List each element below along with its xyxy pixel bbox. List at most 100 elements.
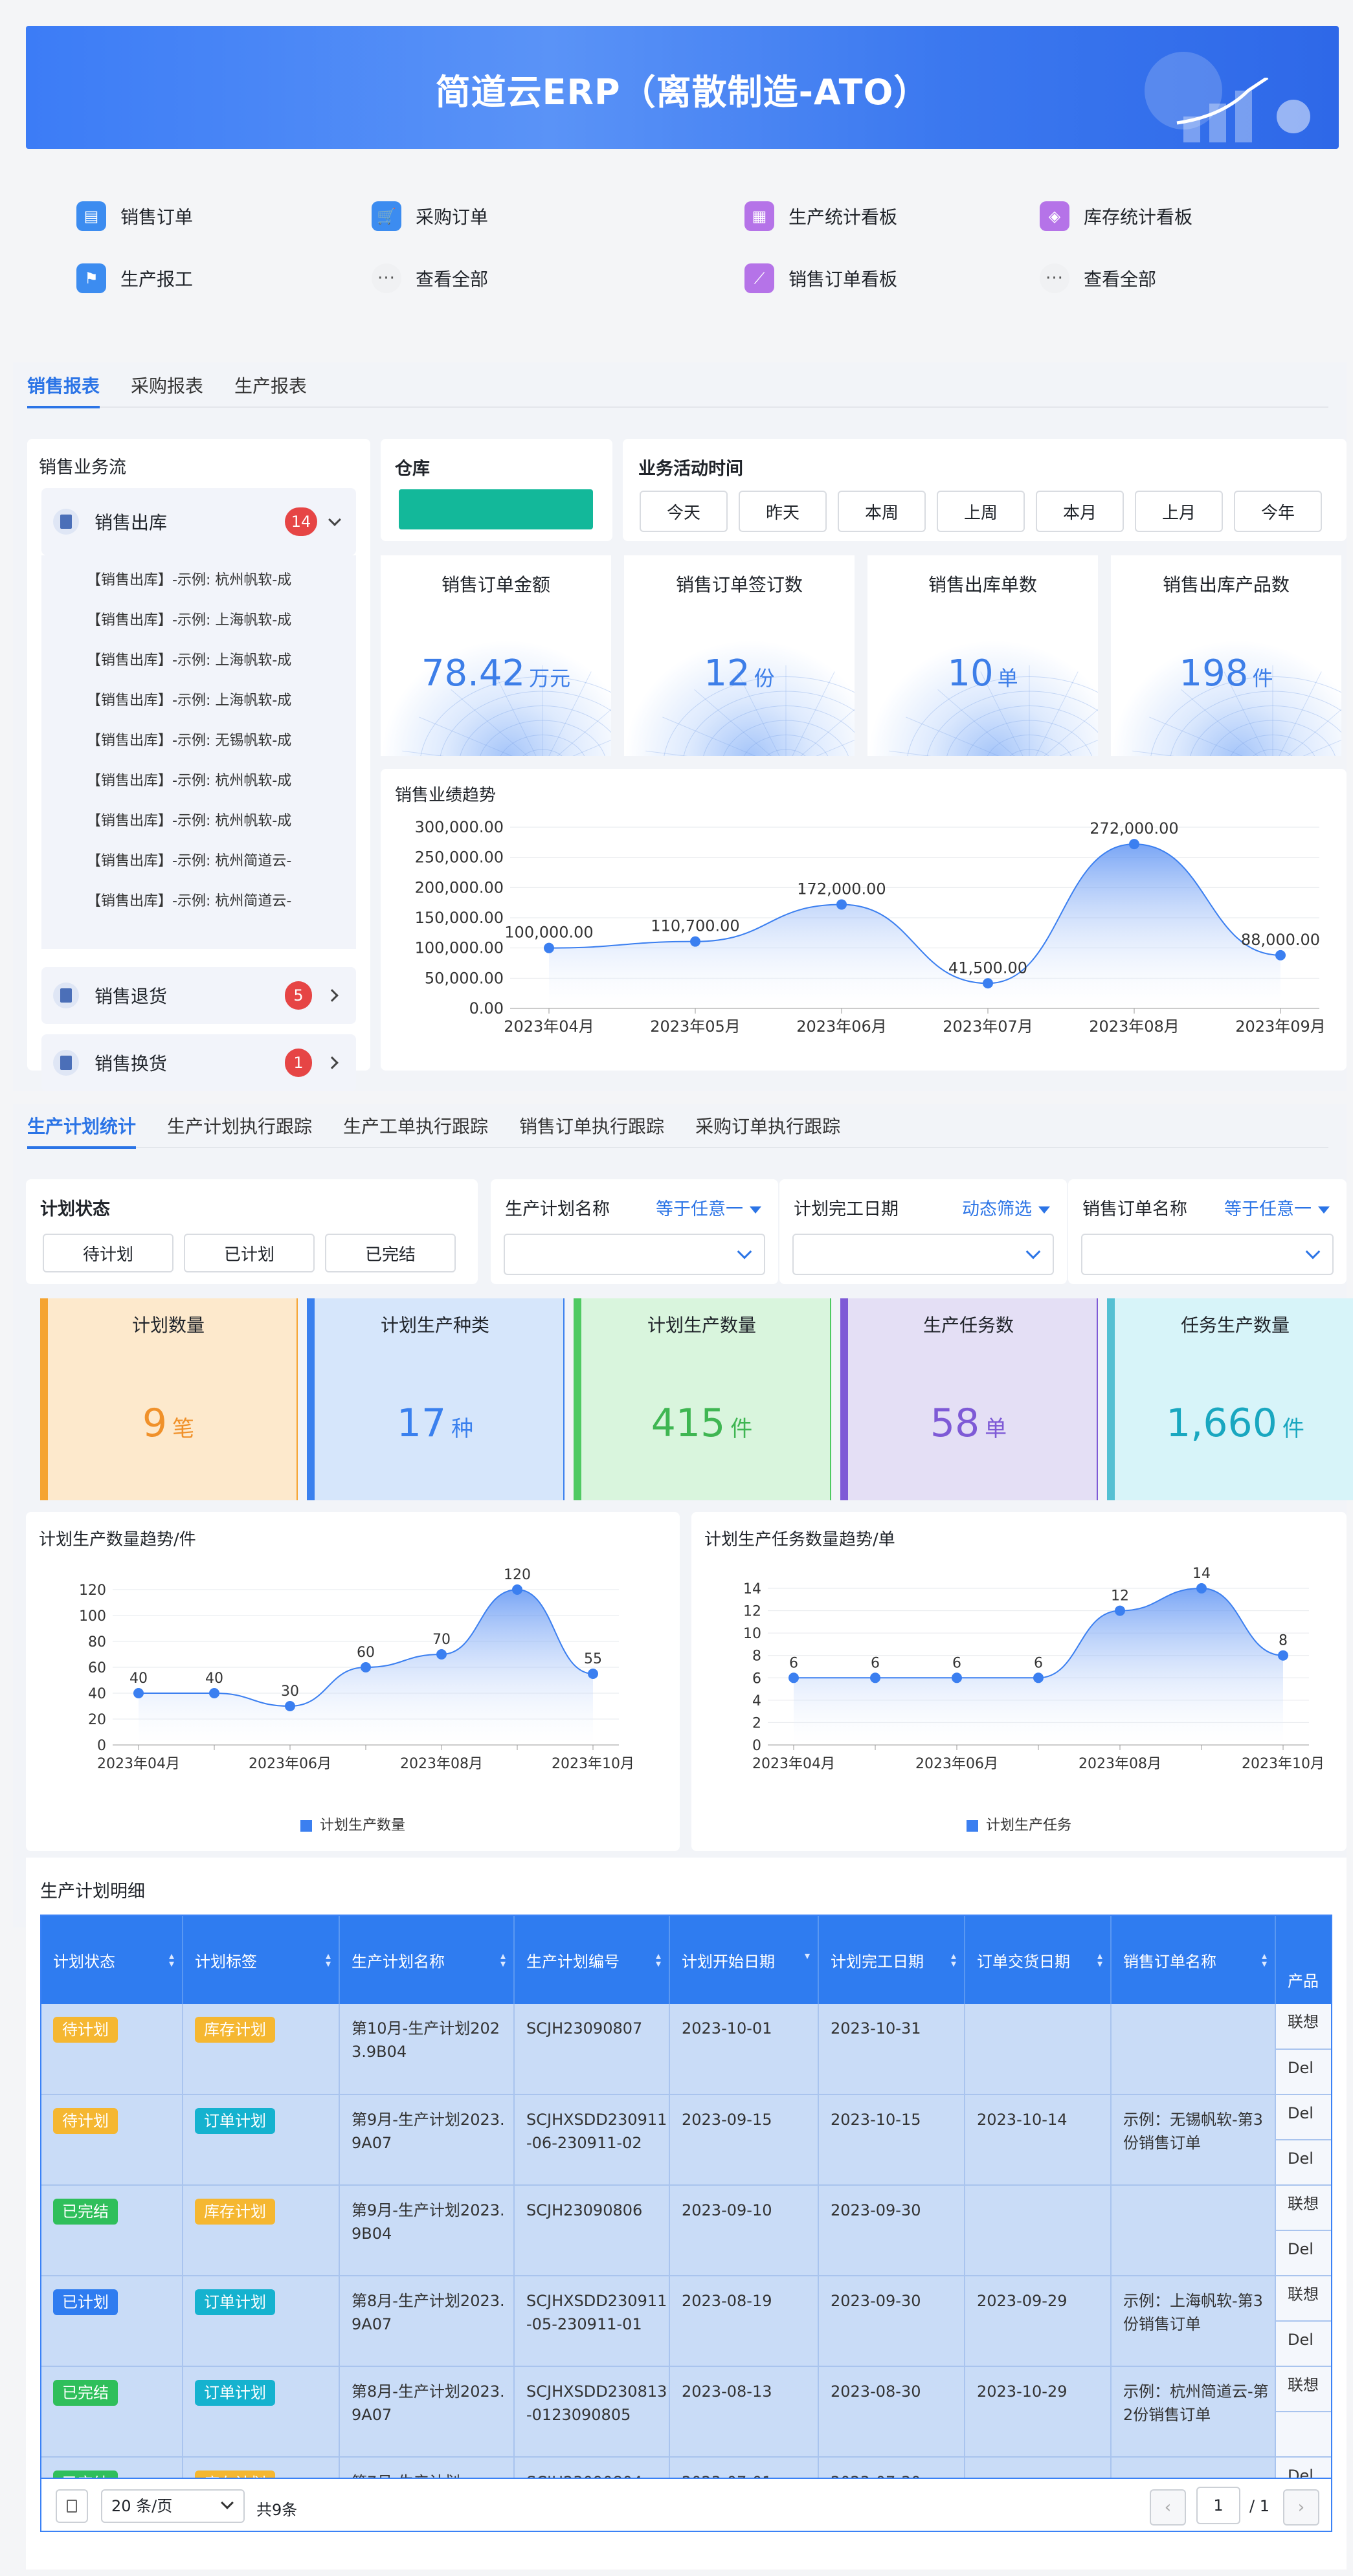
column-header[interactable]: 生产计划编号 ▴ ▾ [514, 1916, 670, 2004]
filter-select[interactable] [1081, 1234, 1334, 1275]
table-row[interactable]: 待计划 订单计划 第9月-生产计划2023.9A07 SCJHXSDD230911-0… [41, 2094, 1331, 2186]
time-option-button[interactable]: 本周 [838, 491, 926, 532]
tab-workorder-tracking[interactable]: 生产工单执行跟踪 [343, 1116, 489, 1137]
status-planned-button[interactable]: 已计划 [184, 1234, 315, 1272]
outbound-header[interactable]: 销售出库 14 [41, 488, 356, 555]
filter-select[interactable] [504, 1234, 765, 1275]
sort-icon[interactable]: ▴ ▾ [1261, 1949, 1267, 1970]
data-label: 14 [1192, 1566, 1211, 1582]
tag-tag: 库存计划 [195, 2471, 275, 2478]
filter-mode-dropdown[interactable]: 等于任意一 [1224, 1195, 1330, 1220]
outbound-list-item[interactable]: 【销售出库】-示例: 上海帆软-成 [87, 693, 292, 709]
outbound-list-item[interactable]: 【销售出库】-示例: 杭州简道云- [87, 893, 292, 909]
column-header[interactable]: 计划开始日期 ▾ [669, 1916, 819, 2004]
column-header[interactable]: 计划完工日期 ▴ ▾ [818, 1916, 965, 2004]
x-tick-label: 2023年08月 [1089, 1017, 1180, 1036]
sort-icon[interactable]: ▴ ▾ [325, 1949, 331, 1970]
tab-plan-tracking[interactable]: 生产计划执行跟踪 [167, 1116, 313, 1137]
table-row[interactable]: 已完结 订单计划 第8月-生产计划2023.9A07 SCJHXSDD230813-0… [41, 2366, 1331, 2458]
column-header[interactable]: 计划状态 ▴ ▾ [41, 1916, 183, 2004]
filter-mode-dropdown[interactable]: 动态筛选 [962, 1195, 1050, 1220]
kpi-number: 12 [704, 652, 750, 694]
plan-status-filter: 计划状态 待计划 已计划 已完结 [26, 1179, 478, 1284]
time-option-button[interactable]: 上月 [1135, 491, 1223, 532]
start-text: 2023-10-01 [682, 2019, 772, 2037]
app-chart-6[interactable]: ⟋ 销售订单看板 [744, 259, 897, 298]
product-text: Del [1288, 2059, 1314, 2077]
tab-production-report[interactable]: 生产报表 [234, 375, 308, 397]
y-tick-label: 10 [743, 1626, 761, 1642]
cell-product [1275, 2412, 1331, 2458]
app-dashboard-2[interactable]: ▦ 生产统计看板 [744, 197, 897, 236]
banner-title: 简道云ERP（离散制造-ATO） [435, 72, 930, 113]
cell-product: Del [1275, 2321, 1331, 2367]
sort-icon[interactable]: ▴ ▾ [655, 1949, 661, 1970]
page-size-select[interactable]: 20 条/页 [101, 2489, 245, 2523]
time-option-button[interactable]: 今年 [1234, 491, 1322, 532]
status-completed-button[interactable]: 已完结 [325, 1234, 456, 1272]
tab-sales-report[interactable]: 销售报表 [27, 368, 100, 408]
table-row[interactable]: 已计划 订单计划 第8月-生产计划2023.9A07 SCJHXSDD230911-0… [41, 2276, 1331, 2367]
data-point [436, 1649, 447, 1660]
tab-purchase-report[interactable]: 采购报表 [131, 375, 204, 397]
app-more-7[interactable]: ··· 查看全部 [1040, 259, 1156, 298]
page-input[interactable]: 1 [1196, 2487, 1240, 2524]
data-label: 6 [952, 1655, 961, 1671]
exchange-row[interactable]: 销售换货 1 [41, 1034, 356, 1091]
chevron-down-icon [737, 1244, 752, 1260]
cell-order [1111, 2457, 1276, 2478]
sort-icon[interactable]: ▴ ▾ [500, 1949, 506, 1970]
y-tick-label: 0 [752, 1738, 761, 1754]
app-cart-1[interactable]: 🛒 采购订单 [372, 197, 488, 236]
outbound-list-item[interactable]: 【销售出库】-示例: 杭州帆软-成 [87, 572, 292, 588]
outbound-list-item[interactable]: 【销售出库】-示例: 上海帆软-成 [87, 612, 292, 628]
production-stat-card: 计划生产数量 415 件 [574, 1298, 831, 1500]
sort-icon[interactable]: ▴ ▾ [1097, 1949, 1102, 1970]
app-sales-order-0[interactable]: ▤ 销售订单 [76, 197, 193, 236]
chevron-right-icon[interactable] [326, 989, 339, 1002]
data-label: 40 [205, 1671, 223, 1687]
time-option-button[interactable]: 昨天 [739, 491, 827, 532]
column-header[interactable]: 生产计划名称 ▴ ▾ [339, 1916, 515, 2004]
outbound-list-item[interactable]: 【销售出库】-示例: 上海帆软-成 [87, 652, 292, 669]
prev-page-button[interactable]: ‹ [1150, 2489, 1186, 2526]
app-flag-4[interactable]: ⚑ 生产报工 [76, 259, 193, 298]
time-option-button[interactable]: 上周 [937, 491, 1025, 532]
outbound-list-item[interactable]: 【销售出库】-示例: 杭州帆软-成 [87, 813, 292, 829]
table-row[interactable]: 待计划 库存计划 第10月-生产计划2023.9B04 SCJH23090807 202… [41, 2004, 1331, 2095]
column-header[interactable]: 计划标签 ▴ ▾ [183, 1916, 340, 2004]
sort-icon[interactable]: ▾ [804, 1949, 810, 1962]
outbound-list-item[interactable]: 【销售出库】-示例: 无锡帆软-成 [87, 733, 292, 749]
warehouse-selector[interactable] [399, 489, 593, 529]
returns-row[interactable]: 销售退货 5 [41, 967, 356, 1024]
area-fill [794, 1588, 1283, 1745]
table-row[interactable]: 已完结 库存计划 第7月-生产计划 SCJH23090804 2023-07-01 202… [41, 2457, 1331, 2478]
column-header[interactable]: 订单交货日期 ▴ ▾ [965, 1916, 1112, 2004]
column-header[interactable]: 产品 [1275, 1916, 1331, 2004]
sort-icon[interactable]: ▴ ▾ [950, 1949, 956, 1970]
tab-plan-stats[interactable]: 生产计划统计 [27, 1109, 137, 1149]
filter-mode-dropdown[interactable]: 等于任意一 [656, 1195, 761, 1220]
tab-purchase-order-tracking[interactable]: 采购订单执行跟踪 [695, 1116, 841, 1137]
chevron-down-icon[interactable] [328, 513, 341, 526]
chevron-right-icon[interactable] [326, 1056, 339, 1069]
pagination-bar: 20 条/页 共9条 ‹ 1 / 1 › [40, 2479, 1332, 2532]
cell-tag: 库存计划 [183, 2004, 340, 2095]
tab-sales-order-tracking[interactable]: 销售订单执行跟踪 [519, 1116, 665, 1137]
cell-name: 第10月-生产计划2023.9B04 [339, 2004, 515, 2095]
app-more-5[interactable]: ··· 查看全部 [372, 259, 488, 298]
table-row[interactable]: 已完结 库存计划 第9月-生产计划2023.9B04 SCJH23090806 2023… [41, 2185, 1331, 2276]
status-pending-button[interactable]: 待计划 [43, 1234, 173, 1272]
outbound-list-item[interactable]: 【销售出库】-示例: 杭州帆软-成 [87, 773, 292, 789]
y-tick-label: 40 [88, 1686, 106, 1702]
next-page-button[interactable]: › [1283, 2489, 1319, 2526]
column-header[interactable]: 销售订单名称 ▴ ▾ [1111, 1916, 1276, 2004]
stat-number: 58 [930, 1401, 980, 1446]
outbound-list-item[interactable]: 【销售出库】-示例: 杭州简道云- [87, 853, 292, 869]
filter-select[interactable] [792, 1234, 1054, 1275]
time-option-button[interactable]: 今天 [640, 491, 728, 532]
export-icon[interactable] [56, 2489, 88, 2523]
sort-icon[interactable]: ▴ ▾ [168, 1949, 174, 1970]
app-box-3[interactable]: ◈ 库存统计看板 [1040, 197, 1192, 236]
time-option-button[interactable]: 本月 [1036, 491, 1124, 532]
